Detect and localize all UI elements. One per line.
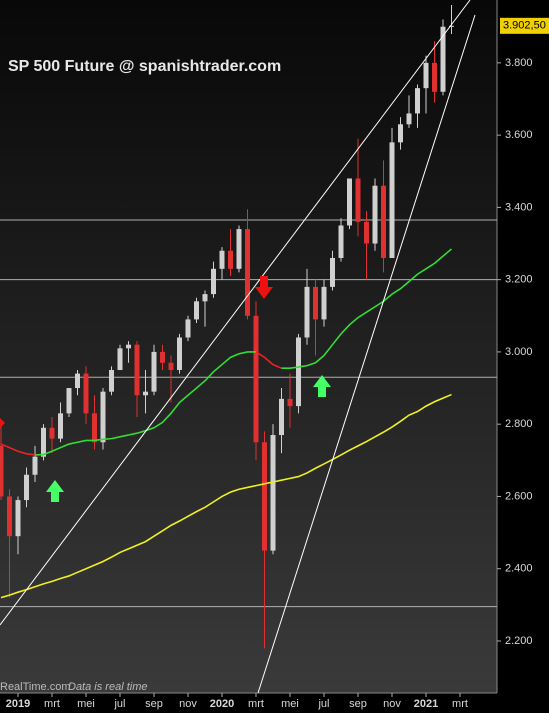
moving-average bbox=[0, 443, 36, 456]
candle-body bbox=[270, 435, 276, 551]
x-tick-label: mrt bbox=[248, 698, 264, 710]
x-tick-label: sep bbox=[349, 698, 367, 710]
last-price-box bbox=[500, 17, 549, 34]
candle-body bbox=[398, 124, 403, 143]
candle-body bbox=[134, 344, 140, 396]
moving-average bbox=[0, 393, 452, 599]
plot-background bbox=[0, 0, 497, 693]
candle-body bbox=[177, 337, 182, 370]
candle-body bbox=[347, 178, 352, 226]
trend-line bbox=[0, 0, 471, 626]
x-axis-background bbox=[0, 693, 549, 713]
candle-body bbox=[202, 294, 208, 302]
x-tick-label: mei bbox=[281, 698, 299, 710]
candle-body bbox=[24, 474, 29, 501]
y-tick-label: 2.800 bbox=[505, 418, 533, 430]
candle-body bbox=[304, 286, 310, 338]
y-tick-label: 3.800 bbox=[505, 57, 533, 69]
x-tick-label: 2021 bbox=[414, 698, 438, 710]
watermark-note: Data is real time bbox=[68, 681, 147, 693]
candle-body bbox=[296, 337, 301, 407]
moving-average bbox=[255, 351, 282, 369]
candle-body bbox=[66, 388, 72, 414]
candle-body bbox=[228, 250, 233, 269]
candle-body bbox=[330, 257, 335, 287]
y-tick-label: 3.600 bbox=[505, 129, 533, 141]
watermark: RealTime.com bbox=[0, 681, 71, 693]
y-tick-label: 2.600 bbox=[505, 490, 533, 502]
candle-body bbox=[7, 496, 12, 537]
x-tick-label: 2020 bbox=[210, 698, 234, 710]
trend-line bbox=[257, 14, 476, 694]
sell-arrow bbox=[0, 418, 5, 428]
candle-body bbox=[279, 398, 284, 436]
x-tick-label: nov bbox=[383, 698, 401, 710]
x-tick-label: mrt bbox=[44, 698, 60, 710]
candle-body bbox=[15, 500, 21, 537]
candle-body bbox=[236, 229, 242, 269]
candle-body bbox=[415, 88, 420, 114]
candle-body bbox=[41, 427, 46, 457]
x-tick-label: mei bbox=[77, 698, 95, 710]
candle-body bbox=[0, 445, 4, 497]
y-tick-label: 3.400 bbox=[505, 201, 533, 213]
candle-body bbox=[338, 225, 344, 258]
candle-body bbox=[313, 286, 318, 320]
candle-body bbox=[151, 351, 157, 392]
x-tick-label: jul bbox=[113, 698, 125, 710]
chart-title: SP 500 Future @ spanishtrader.com bbox=[8, 58, 281, 75]
candle-body bbox=[117, 348, 123, 370]
candle-body bbox=[372, 185, 378, 244]
x-tick-label: nov bbox=[179, 698, 197, 710]
candle-body bbox=[389, 142, 395, 258]
y-tick-label: 3.000 bbox=[505, 346, 533, 358]
candle-body bbox=[49, 427, 55, 439]
candle-body bbox=[185, 319, 191, 338]
sell-arrow bbox=[255, 276, 273, 299]
candle-body bbox=[92, 413, 97, 443]
y-tick-label: 2.200 bbox=[505, 635, 533, 647]
candle-body bbox=[449, 25, 454, 27]
moving-average bbox=[281, 248, 453, 369]
buy-arrow bbox=[313, 375, 331, 397]
candle-body bbox=[168, 362, 174, 370]
candle-body bbox=[126, 344, 131, 349]
candle-body bbox=[58, 413, 63, 439]
last-price-label: 3.902,50 bbox=[503, 20, 546, 32]
candle-body bbox=[253, 315, 259, 443]
candle-body bbox=[83, 373, 89, 414]
candle-body bbox=[75, 373, 80, 389]
candle-body bbox=[381, 185, 386, 258]
y-tick-label: 2.400 bbox=[505, 563, 533, 575]
candle-body bbox=[440, 26, 446, 92]
candle-body bbox=[355, 178, 361, 222]
candle-body bbox=[262, 442, 267, 551]
x-tick-label: 2019 bbox=[6, 698, 30, 710]
x-tick-label: jul bbox=[317, 698, 329, 710]
candle-body bbox=[219, 250, 225, 269]
candle-body bbox=[100, 391, 106, 443]
candle-body bbox=[194, 301, 199, 320]
candle-body bbox=[423, 62, 429, 89]
candle-body bbox=[143, 391, 148, 396]
candle-body bbox=[109, 369, 114, 392]
buy-arrow bbox=[46, 480, 64, 502]
candle-body bbox=[432, 62, 437, 92]
candle-body bbox=[321, 286, 327, 320]
candle-body bbox=[287, 398, 293, 407]
candle-body bbox=[32, 456, 38, 475]
x-tick-label: sep bbox=[145, 698, 163, 710]
candle-body bbox=[406, 113, 412, 125]
candle-body bbox=[364, 221, 369, 244]
y-axis-background bbox=[497, 0, 549, 713]
candle-body bbox=[160, 351, 165, 363]
y-tick-label: 3.200 bbox=[505, 274, 533, 286]
candle-body bbox=[245, 229, 250, 316]
candle-body bbox=[211, 268, 216, 295]
x-tick-label: mrt bbox=[452, 698, 468, 710]
